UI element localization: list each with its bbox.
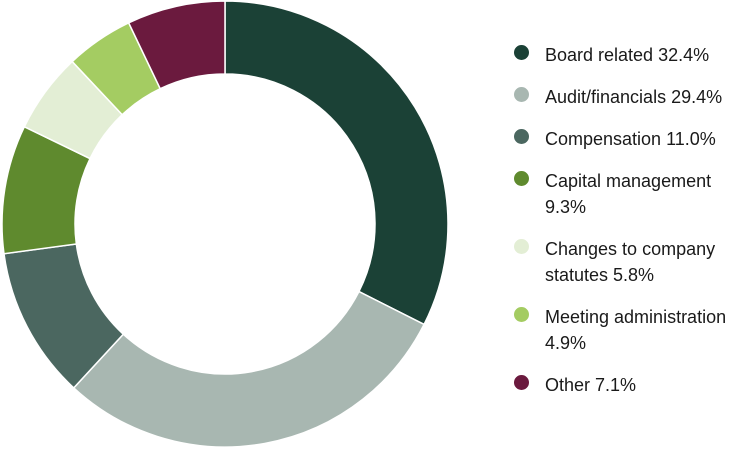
legend-item-compensation: Compensation 11.0%	[514, 126, 746, 152]
legend-item-capital-management: Capital management 9.3%	[514, 168, 746, 220]
donut-slice-other	[127, 0, 226, 90]
legend-label-capital-management: Capital management 9.3%	[545, 171, 712, 217]
legend-label-audit-financials: Audit/financials 29.4%	[545, 87, 723, 107]
legend-swatch-audit-financials	[514, 87, 529, 102]
legend-item-other: Other 7.1%	[514, 372, 746, 398]
legend-swatch-capital-management	[514, 171, 529, 186]
legend-item-meeting-administration: Meeting administration 4.9%	[514, 304, 746, 356]
legend-swatch-board-related	[514, 45, 529, 60]
legend-swatch-company-statutes	[514, 239, 529, 254]
legend-swatch-meeting-administration	[514, 307, 529, 322]
donut-slice-board-related	[224, 0, 449, 326]
legend-item-audit-financials: Audit/financials 29.4%	[514, 84, 746, 110]
legend-label-meeting-administration: Meeting administration 4.9%	[545, 307, 727, 353]
donut-slice-audit-financials	[72, 290, 426, 448]
legend-swatch-other	[514, 375, 529, 390]
legend-item-board-related: Board related 32.4%	[514, 42, 746, 68]
legend-swatch-compensation	[514, 129, 529, 144]
legend-label-compensation: Compensation 11.0%	[545, 129, 716, 149]
legend-label-company-statutes: Changes to company statutes 5.8%	[545, 239, 716, 285]
donut-chart	[1, 0, 449, 448]
legend-label-board-related: Board related 32.4%	[545, 45, 710, 65]
legend-label-other: Other 7.1%	[545, 375, 637, 395]
chart-legend: Board related 32.4% Audit/financials 29.…	[514, 42, 746, 414]
legend-item-company-statutes: Changes to company statutes 5.8%	[514, 236, 746, 288]
